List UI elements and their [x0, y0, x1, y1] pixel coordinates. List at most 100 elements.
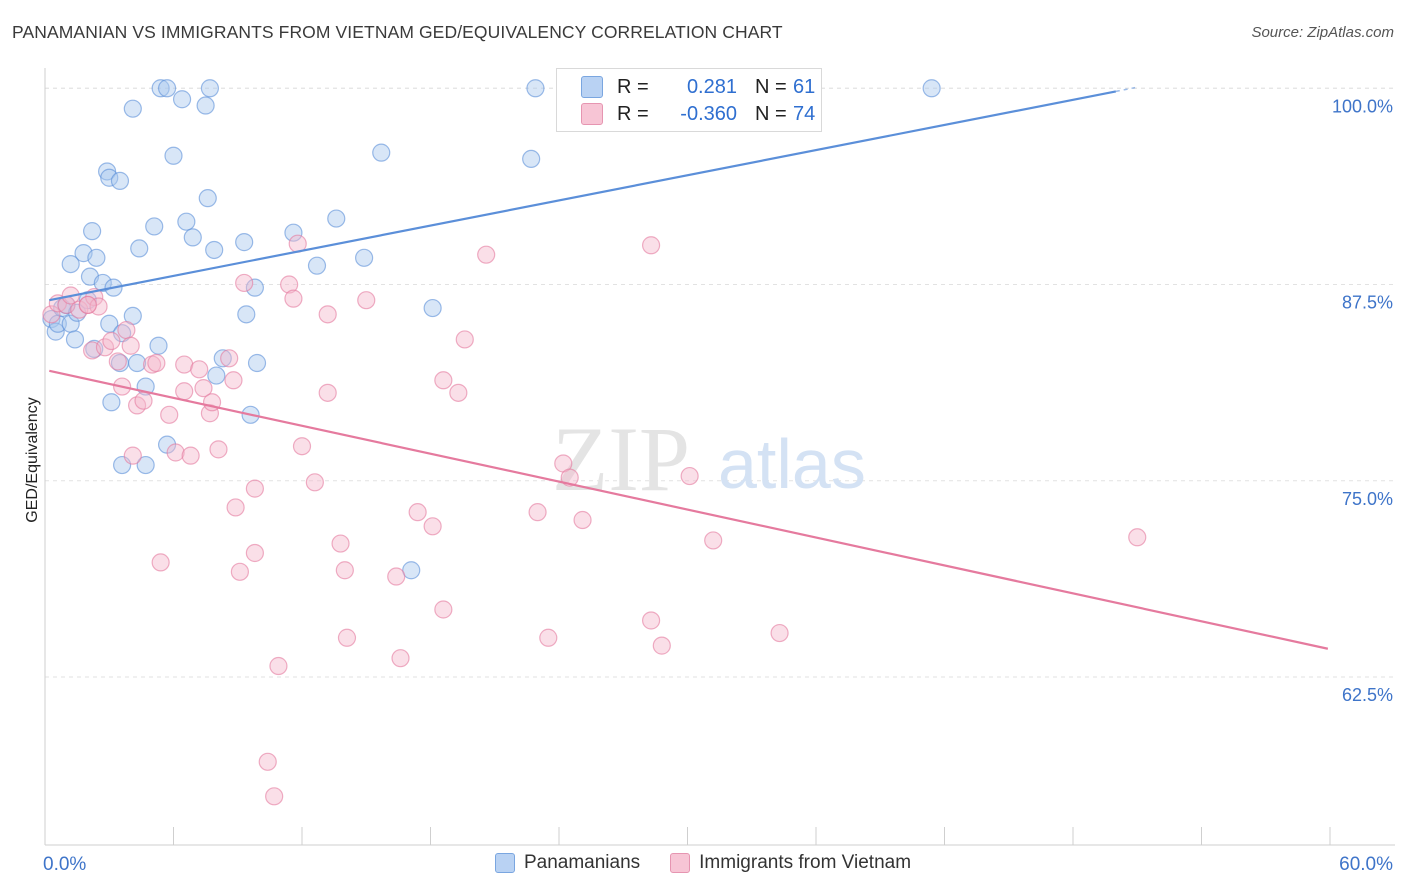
- point-vietnam: [449, 383, 468, 402]
- point-vietnam: [318, 383, 337, 402]
- point-vietnam: [770, 623, 789, 643]
- point-panamanians: [183, 228, 202, 247]
- point-panamanians: [157, 79, 177, 98]
- point-vietnam: [292, 437, 312, 456]
- y-tick-label: 75.0%: [1342, 489, 1393, 509]
- point-panamanians: [235, 233, 254, 252]
- point-vietnam: [680, 466, 699, 486]
- point-vietnam: [78, 295, 97, 315]
- legend-label: Panamanians: [523, 852, 641, 873]
- point-vietnam: [331, 534, 350, 553]
- legend-item-vietnam[interactable]: Immigrants from Vietnam: [670, 852, 911, 874]
- stats-swatch-pink: [581, 103, 603, 125]
- point-vietnam: [387, 567, 406, 586]
- point-panamanians: [145, 217, 164, 236]
- point-panamanians: [164, 146, 183, 165]
- n-value: 74: [793, 102, 816, 125]
- series-legend: Panamanians Immigrants from Vietnam: [0, 852, 1406, 874]
- point-vietnam: [652, 636, 671, 655]
- point-vietnam: [434, 371, 453, 390]
- point-vietnam: [245, 543, 264, 563]
- point-vietnam: [70, 300, 89, 319]
- gridlines: [45, 87, 1395, 678]
- point-vietnam: [284, 289, 303, 308]
- point-panamanians: [151, 79, 170, 98]
- point-vietnam: [235, 273, 254, 293]
- point-panamanians: [327, 209, 346, 228]
- point-vietnam: [175, 382, 194, 401]
- trend-line-vietnam: [49, 369, 1329, 650]
- point-panamanians: [355, 248, 374, 267]
- point-panamanians: [307, 256, 327, 275]
- point-vietnam: [258, 752, 277, 771]
- point-vietnam: [335, 561, 354, 580]
- stats-row-panamanians: R = 0.281 N = 61: [581, 74, 815, 100]
- point-panamanians: [102, 393, 121, 412]
- point-vietnam: [230, 562, 249, 581]
- point-vietnam: [209, 440, 228, 459]
- point-panamanians: [83, 222, 102, 241]
- legend-item-panamanians[interactable]: Panamanians: [494, 852, 641, 874]
- point-panamanians: [93, 273, 112, 293]
- trend-line-panamanians: [49, 90, 1117, 302]
- trend-lines: [49, 86, 1329, 650]
- point-vietnam: [245, 479, 264, 498]
- point-vietnam: [134, 391, 153, 410]
- point-vietnam: [226, 498, 245, 517]
- point-panamanians: [423, 298, 442, 318]
- point-panamanians: [127, 353, 147, 373]
- point-panamanians: [123, 99, 142, 118]
- stats-legend: R = 0.281 N = 61 R = -0.360 N = 74: [556, 68, 822, 132]
- point-panamanians: [526, 79, 545, 98]
- point-panamanians: [284, 223, 303, 242]
- point-vietnam: [1128, 528, 1147, 547]
- point-vietnam: [408, 503, 427, 522]
- point-panamanians: [177, 212, 196, 231]
- point-vietnam: [305, 473, 324, 492]
- point-panamanians: [922, 79, 941, 98]
- point-vietnam: [42, 305, 61, 324]
- point-panamanians: [372, 143, 391, 162]
- point-panamanians: [100, 168, 119, 187]
- point-panamanians: [247, 353, 267, 373]
- source-label: Source: ZipAtlas.com: [1251, 24, 1394, 41]
- point-panamanians: [61, 255, 80, 274]
- point-vietnam: [477, 245, 496, 264]
- point-panamanians: [87, 248, 106, 267]
- point-vietnam: [220, 349, 239, 368]
- point-vietnam: [528, 503, 547, 522]
- point-vietnam: [160, 405, 179, 424]
- point-vietnam: [102, 331, 121, 351]
- point-vietnam: [641, 236, 661, 255]
- point-vietnam: [181, 446, 200, 465]
- r-value: -0.360: [680, 102, 737, 125]
- point-vietnam: [265, 787, 284, 806]
- point-vietnam: [121, 336, 140, 355]
- legend-swatch-blue: [494, 853, 515, 873]
- r-label: R =: [617, 102, 649, 125]
- stats-swatch-blue: [581, 76, 603, 98]
- point-vietnam: [151, 553, 170, 572]
- point-vietnam: [391, 649, 410, 668]
- point-vietnam: [108, 352, 127, 371]
- point-vietnam: [117, 320, 136, 340]
- point-panamanians: [207, 366, 226, 385]
- point-vietnam: [641, 611, 661, 630]
- chart-title: PANAMANIAN VS IMMIGRANTS FROM VIETNAM GE…: [12, 22, 783, 42]
- point-panamanians: [130, 239, 149, 258]
- point-vietnam: [704, 531, 723, 550]
- point-panamanians: [149, 336, 168, 355]
- point-panamanians: [198, 189, 217, 208]
- point-vietnam: [318, 305, 337, 324]
- point-vietnam: [337, 628, 357, 647]
- axes: [44, 68, 1395, 846]
- y-tick-label: 100.0%: [1332, 96, 1393, 116]
- point-vietnam: [190, 360, 209, 379]
- point-vietnam: [539, 628, 558, 647]
- point-vietnam: [280, 275, 299, 294]
- point-panamanians: [65, 330, 85, 349]
- r-value: 0.281: [686, 75, 737, 98]
- legend-label: Immigrants from Vietnam: [699, 852, 912, 873]
- point-panamanians: [196, 96, 215, 115]
